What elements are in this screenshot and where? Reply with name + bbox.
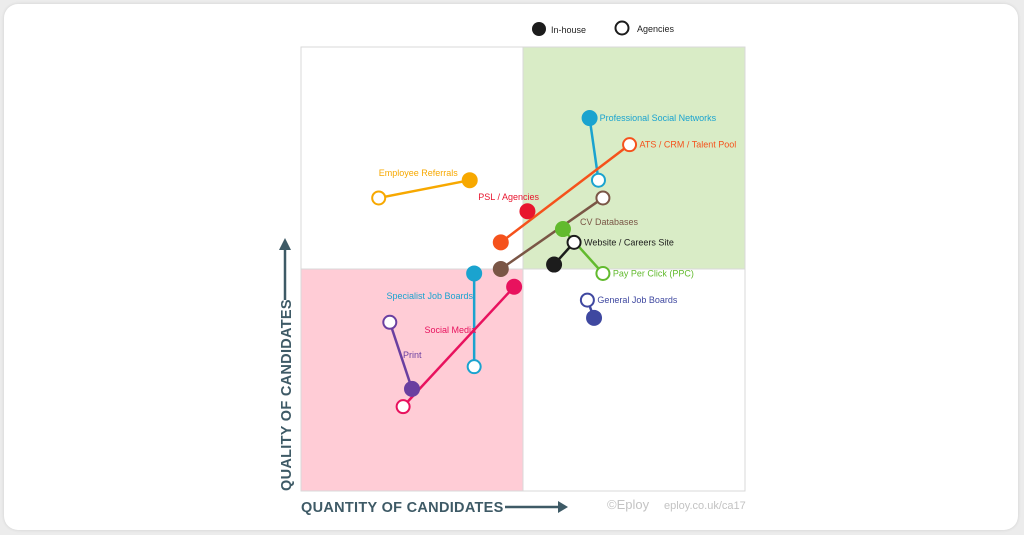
point-agencies-cv-databases bbox=[595, 190, 611, 206]
connector-ats-crm-talent-pool bbox=[500, 143, 631, 244]
label-print: Print bbox=[403, 350, 422, 360]
connector-social-media bbox=[402, 285, 516, 408]
quadrant-top-right bbox=[523, 47, 745, 269]
point-in-house-pay-per-click-ppc bbox=[554, 221, 571, 238]
point-in-house-print bbox=[404, 380, 420, 397]
connector-print bbox=[388, 321, 414, 390]
point-in-house-employee-referrals bbox=[461, 172, 478, 189]
quadrant-bottom-left bbox=[301, 269, 523, 491]
label-website-careers-site: Website / Careers Site bbox=[584, 237, 674, 247]
label-ats-crm-talent-pool: ATS / CRM / Talent Pool bbox=[640, 140, 737, 150]
legend-filled-marker bbox=[532, 22, 546, 36]
label-psl-agencies: PSL / Agencies bbox=[478, 192, 539, 202]
label-employee-referrals: Employee Referrals bbox=[379, 168, 459, 178]
point-agencies-print bbox=[382, 314, 398, 330]
label-cv-databases: CV Databases bbox=[580, 217, 639, 227]
legend-label-agencies: Agencies bbox=[637, 24, 675, 34]
data-marks: Professional Social Networks ATS / CRM / … bbox=[371, 110, 737, 415]
point-in-house-social-media bbox=[506, 278, 523, 295]
copyright-text: ©Eploy bbox=[607, 497, 650, 512]
label-general-job-boards: General Job Boards bbox=[597, 295, 678, 305]
point-in-house-professional-social-networks bbox=[581, 110, 598, 127]
point-agencies-ats-crm-talent-pool bbox=[622, 137, 638, 153]
label-specialist-job-boards: Specialist Job Boards bbox=[386, 291, 473, 301]
x-axis-arrowhead-icon bbox=[558, 501, 568, 513]
label-pay-per-click-ppc: Pay Per Click (PPC) bbox=[613, 268, 694, 278]
connector-employee-referrals bbox=[378, 178, 470, 200]
point-agencies-specialist-job-boards bbox=[466, 359, 482, 375]
y-axis-arrowhead-icon bbox=[279, 238, 291, 250]
point-in-house-cv-databases bbox=[492, 261, 509, 277]
x-axis-title: QUANTITY OF CANDIDATES bbox=[301, 500, 504, 516]
point-agencies-social-media bbox=[395, 399, 411, 415]
y-axis: QUALITY OF CANDIDATES bbox=[279, 238, 295, 491]
source-url: eploy.co.uk/ca17 bbox=[664, 500, 746, 512]
y-axis-title: QUALITY OF CANDIDATES bbox=[279, 299, 295, 491]
point-agencies-employee-referrals bbox=[371, 190, 387, 206]
point-in-house-general-job-boards bbox=[586, 309, 603, 326]
x-axis: QUANTITY OF CANDIDATES bbox=[301, 500, 568, 516]
point-in-house-specialist-job-boards bbox=[466, 265, 483, 282]
label-social-media: Social Media bbox=[424, 325, 476, 335]
plot-frame bbox=[300, 46, 746, 492]
point-in-house-psl-agencies bbox=[519, 203, 536, 220]
legend: In-house Agencies bbox=[532, 20, 675, 36]
point-agencies-professional-social-networks bbox=[590, 172, 606, 188]
point-agencies-website-careers-site bbox=[566, 234, 582, 250]
point-in-house-ats-crm-talent-pool bbox=[492, 234, 509, 251]
connector-cv-databases bbox=[500, 196, 604, 271]
point-agencies-general-job-boards bbox=[579, 292, 595, 308]
label-professional-social-networks: Professional Social Networks bbox=[600, 113, 717, 123]
point-agencies-pay-per-click-ppc bbox=[595, 265, 611, 281]
legend-label-in-house: In-house bbox=[551, 25, 586, 35]
legend-hollow-marker bbox=[614, 20, 630, 36]
point-in-house-website-careers-site bbox=[546, 256, 563, 273]
